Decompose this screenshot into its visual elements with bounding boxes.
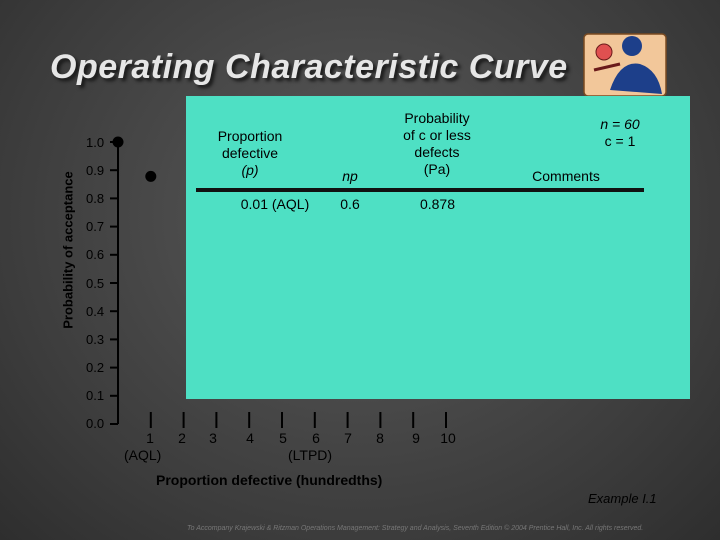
plan-c: c = 1 (604, 133, 636, 149)
header-proportion: Proportion defective (p) (195, 128, 305, 179)
cell-np: 0.6 (340, 196, 360, 212)
x-tick-label: 7 (344, 430, 352, 446)
data-point (112, 136, 124, 148)
slide-title: Operating Characteristic Curve (50, 48, 568, 86)
header-probability: Probability of c or less defects (Pa) (382, 110, 492, 178)
cell-proportion: 0.01 (AQL) (240, 196, 310, 212)
y-tick-label: 0.6 (86, 247, 105, 262)
data-point (145, 170, 157, 182)
header-proportion-line2: defective (221, 145, 279, 161)
y-axis-label: Probability of acceptance (60, 171, 76, 329)
header-np: np (342, 168, 358, 184)
inspector-clipart (583, 33, 667, 97)
x-tick-label: 10 (440, 430, 456, 446)
x-tick-label: 8 (376, 430, 384, 446)
y-tick-label: 0.8 (86, 191, 105, 206)
y-tick-label: 0.4 (86, 304, 105, 319)
cell-probability: 0.878 (419, 196, 456, 212)
y-tick-label: 0.5 (86, 276, 105, 291)
x-tick-label: 1 (146, 430, 154, 446)
x-axis-label: Proportion defective (hundredths) (156, 472, 383, 488)
data-panel (186, 96, 690, 399)
header-probability-line4: (Pa) (423, 161, 451, 177)
x-sublabel-aql: (AQL) (124, 447, 162, 463)
y-tick-label: 0.3 (86, 332, 105, 347)
x-sublabel-ltpd: (LTPD) (288, 447, 333, 463)
header-probability-line3: defects (414, 144, 460, 160)
header-probability-line1: Probability (404, 110, 470, 126)
copyright-footer: To Accompany Krajewski & Ritzman Operati… (187, 525, 644, 532)
x-tick-label: 9 (412, 430, 420, 446)
y-tick-label: 0.1 (86, 388, 105, 403)
x-tick-label: 3 (209, 430, 217, 446)
y-tick-label: 1.0 (86, 135, 105, 150)
y-tick-label: 0.7 (86, 219, 105, 234)
plan-n: n = 60 (600, 116, 640, 132)
header-probability-line2: of c or less (403, 127, 471, 143)
y-tick-label: 0.0 (86, 416, 105, 431)
header-rule (196, 188, 644, 192)
header-proportion-line3: (p) (241, 162, 259, 178)
header-proportion-line1: Proportion (217, 128, 283, 144)
header-comments: Comments (532, 168, 600, 184)
y-tick-label: 0.2 (86, 360, 105, 375)
example-label: Example I.1 (588, 491, 657, 506)
y-tick-label: 0.9 (86, 163, 105, 178)
x-tick-label: 6 (312, 430, 320, 446)
x-tick-label: 5 (279, 430, 287, 446)
plan-parameters: n = 60 c = 1 (585, 116, 655, 150)
x-tick-label: 2 (178, 430, 186, 446)
x-tick-label: 4 (246, 430, 254, 446)
